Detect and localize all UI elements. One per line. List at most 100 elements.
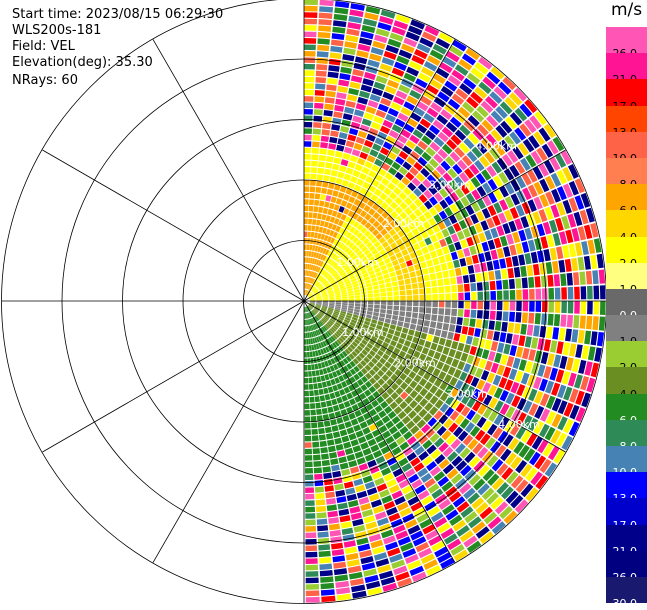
velocity-gate [401,176,411,186]
velocity-gate [381,374,390,382]
velocity-gate [319,287,325,292]
velocity-gate [356,250,363,257]
velocity-gate [552,232,561,246]
velocity-gate [443,418,454,429]
velocity-gate [313,308,318,313]
velocity-gate [338,375,345,382]
velocity-gate [306,257,309,263]
velocity-gate [316,302,322,304]
velocity-gate [412,414,422,424]
velocity-gate [345,355,352,363]
velocity-gate [308,305,313,310]
velocity-gate [491,521,506,535]
velocity-gate [368,423,378,432]
velocity-gate [484,96,498,109]
velocity-gate [566,272,573,286]
velocity-gate [487,350,496,362]
velocity-gate [426,174,437,184]
velocity-gate [496,225,505,237]
velocity-gate [338,79,350,87]
velocity-gate [357,157,366,166]
velocity-gate [539,423,550,438]
velocity-gate [332,262,338,268]
velocity-gate [336,354,342,361]
velocity-gate [534,455,547,470]
velocity-gate [338,206,345,213]
velocity-gate [491,477,505,491]
velocity-gate [465,374,474,385]
velocity-gate [313,265,318,272]
velocity-gate [410,425,420,435]
velocity-gate [333,204,340,211]
start-time-label: Start time: 2023/08/15 06:29:30 [12,7,224,22]
velocity-gate [326,84,337,92]
velocity-gate [438,210,448,220]
velocity-gate [347,134,357,142]
velocity-gate [544,206,554,220]
velocity-gate [429,141,441,152]
velocity-gate [447,98,461,110]
velocity-gate [340,125,350,133]
velocity-gate [355,355,363,362]
velocity-gate [447,225,456,235]
velocity-gate [347,326,353,332]
velocity-gate [391,315,399,321]
velocity-gate [338,227,345,235]
velocity-gate [323,221,329,228]
velocity-gate [442,56,457,68]
velocity-gate [324,282,330,288]
colorbar-swatch: -13.0 [606,472,647,505]
velocity-gate [310,180,316,186]
velocity-gate [423,371,432,381]
velocity-gate [410,530,424,541]
velocity-gate [487,178,498,191]
velocity-gate [318,312,324,317]
velocity-gate [368,245,376,252]
velocity-gate [304,109,313,115]
velocity-gate [304,225,308,231]
velocity-gate [476,210,485,222]
velocity-gate [406,117,419,128]
velocity-gate [400,301,406,306]
velocity-gate [400,542,414,552]
velocity-gate [342,229,349,237]
velocity-gate [451,69,465,82]
velocity-gate [509,289,516,300]
velocity-gate [574,301,580,314]
velocity-gate [306,351,310,358]
velocity-gate [386,287,393,292]
velocity-gate [365,521,378,530]
velocity-gate [470,91,484,104]
velocity-gate [367,329,374,336]
velocity-gate [360,367,368,375]
velocity-gate [342,301,348,304]
velocity-gate [564,258,572,272]
velocity-gate [391,259,399,266]
velocity-gate [409,202,418,212]
velocity-gate [311,278,315,285]
velocity-gate [325,400,332,407]
velocity-gate [578,359,587,375]
velocity-gate [333,568,348,576]
velocity-gate [308,304,313,309]
colorbar-swatch: 4.0 [606,210,647,244]
velocity-gate [319,369,324,376]
velocity-gate [329,392,336,400]
velocity-gate [307,291,312,297]
velocity-gate [424,500,437,512]
velocity-gate [373,241,381,248]
velocity-gate [331,270,337,276]
velocity-gate [304,147,312,154]
velocity-gate [311,287,316,292]
velocity-gate [406,435,417,446]
velocity-gate [326,498,337,505]
velocity-gate [315,281,320,287]
velocity-gate [304,339,307,345]
velocity-gate [462,275,470,284]
velocity-gate [312,128,322,135]
velocity-gate [476,124,489,137]
velocity-gate [403,216,412,225]
velocity-gate [409,134,420,145]
velocity-gate [510,494,524,509]
velocity-gate [472,442,484,455]
